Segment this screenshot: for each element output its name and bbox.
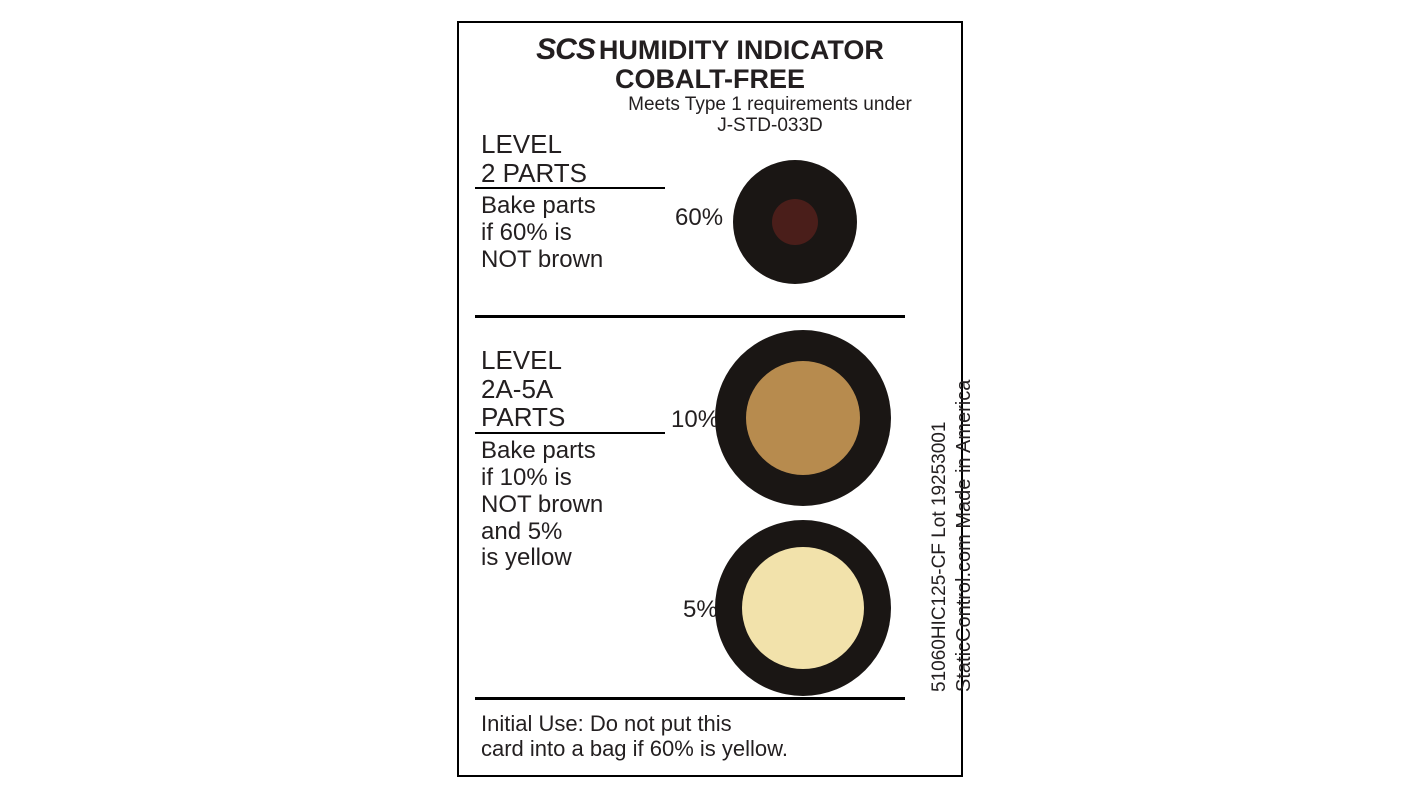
level-2a5a-label: LEVEL 2A-5A PARTS: [475, 318, 665, 434]
level-2a5a-line1: LEVEL: [481, 346, 665, 375]
title-cobalt-free: COBALT-FREE: [475, 66, 945, 94]
section-level-2a-5a: LEVEL 2A-5A PARTS Bake parts if 10% is N…: [475, 318, 905, 700]
level-2-line1: LEVEL: [481, 130, 665, 159]
indicator-60-center: [772, 199, 818, 245]
website-origin: StaticControl.com Made in America: [953, 380, 976, 692]
card-body: LEVEL 2 PARTS Bake parts if 60% is NOT b…: [475, 136, 945, 706]
header-line-1: SCS HUMIDITY INDICATOR: [475, 35, 945, 66]
level-2a5a-line2: 2A-5A: [481, 375, 665, 404]
humidity-indicator-card: SCS HUMIDITY INDICATOR COBALT-FREE Meets…: [465, 29, 955, 769]
initial-use-footer: Initial Use: Do not put this card into a…: [475, 706, 945, 761]
level-2-line2: 2 PARTS: [481, 159, 665, 188]
part-lot-number: 51060HIC125-CF Lot 19253001: [929, 422, 951, 692]
card-outer-border: SCS HUMIDITY INDICATOR COBALT-FREE Meets…: [457, 21, 963, 777]
indicator-5-center: [742, 547, 864, 669]
side-info-column: 51060HIC125-CF Lot 19253001 StaticContro…: [905, 136, 933, 706]
level-2-label: LEVEL 2 PARTS: [475, 126, 665, 189]
indicator-10-center: [746, 361, 860, 475]
card-header: SCS HUMIDITY INDICATOR COBALT-FREE Meets…: [475, 35, 945, 136]
pct-5: 5%: [683, 596, 718, 624]
level-2a5a-line3: PARTS: [481, 403, 665, 432]
compliance-line1: Meets Type 1 requirements under: [595, 95, 945, 116]
indicator-column: LEVEL 2 PARTS Bake parts if 60% is NOT b…: [475, 136, 905, 706]
pct-60: 60%: [675, 204, 723, 232]
scs-logo: SCS: [536, 35, 595, 66]
title-humidity-indicator: HUMIDITY INDICATOR: [599, 37, 884, 65]
section-level-2: LEVEL 2 PARTS Bake parts if 60% is NOT b…: [475, 126, 905, 318]
pct-10: 10%: [671, 406, 719, 434]
